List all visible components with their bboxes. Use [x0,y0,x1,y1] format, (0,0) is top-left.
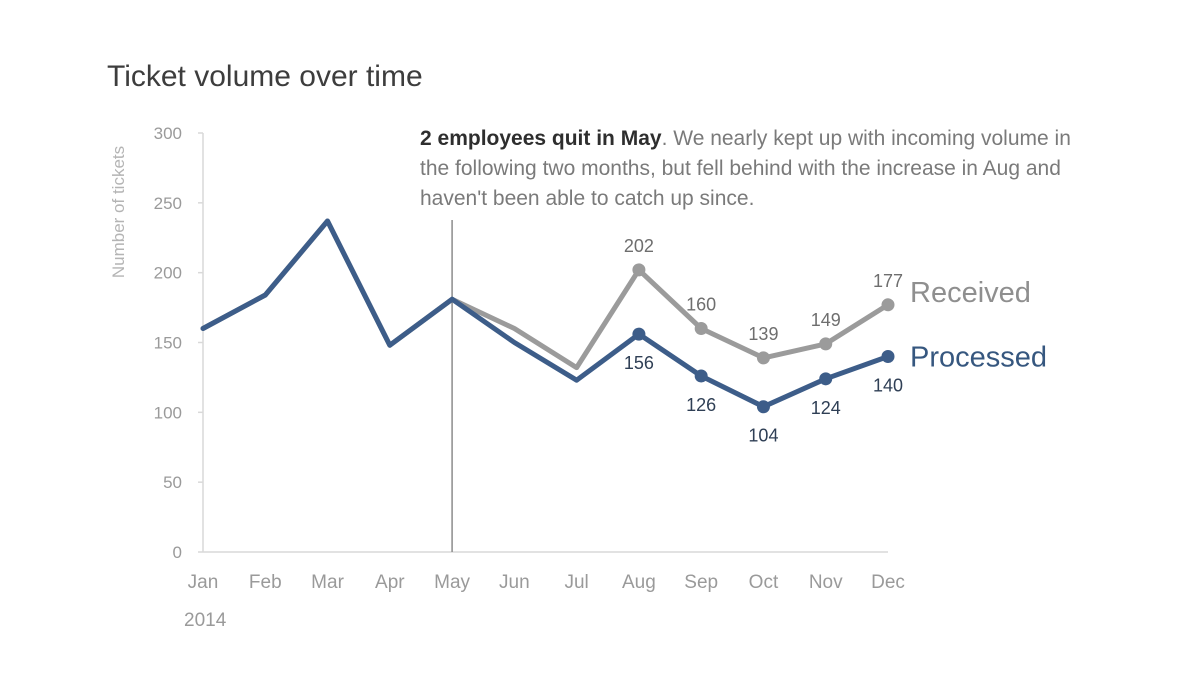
data-point-processed [756,400,770,414]
chart-title: Ticket volume over time [107,60,423,93]
data-point-received [694,322,708,336]
legend-label-processed: Processed [910,341,1047,373]
series-line-received [200,218,891,371]
y-tick-label: 50 [163,473,182,492]
legend-label-received: Received [910,277,1031,309]
data-label-received: 202 [624,236,654,256]
x-tick-label: Dec [871,572,905,593]
x-tick-label: Aug [622,572,656,593]
data-label-processed: 104 [748,426,778,446]
x-tick-label: May [434,572,470,593]
data-point-received [819,337,833,351]
data-point-processed [881,349,895,363]
data-label-processed: 126 [686,395,716,415]
x-tick-label: Jun [499,572,530,593]
data-point-processed [632,327,646,341]
x-tick-label: Sep [684,572,718,593]
y-tick-label: 250 [154,194,182,213]
x-tick-label: Apr [375,572,405,593]
y-tick-label: 0 [173,543,182,562]
y-axis-label: Number of tickets [109,146,128,278]
x-tick-label: Oct [749,572,779,593]
data-point-processed [819,372,833,386]
data-label-processed: 156 [624,353,654,373]
y-tick-label: 150 [154,334,182,353]
axes: 0 50 100 150 200 250 300 Number of tickets Jan Fe… [109,124,905,631]
annotation-body: . We nearly kept up with incoming volume… [420,127,1071,210]
data-label-received: 139 [748,324,778,344]
data-label-received: 160 [686,295,716,315]
x-tick-label: Jul [564,572,588,593]
y-tick-label: 300 [154,124,182,143]
series-line-processed [200,218,891,410]
data-point-received [881,298,895,312]
data-label-processed: 124 [811,398,841,418]
y-tick-label: 200 [154,264,182,283]
x-tick-label: Jan [188,572,219,593]
x-tick-label: Feb [249,572,282,593]
data-point-received [632,263,646,277]
annotation-bold: 2 employees quit in May [420,127,662,150]
data-label-received: 149 [811,310,841,330]
annotation-text: 2 employees quit in May. We nearly kept … [420,124,1100,214]
data-point-received [756,351,770,365]
data-label-processed: 140 [873,375,903,395]
data-point-processed [694,369,708,383]
y-tick-label: 100 [154,403,182,422]
data-labels: 202 160 139 149 177 Received 156 126 104 124 140 Pr… [624,236,1047,446]
x-tick-label: Nov [809,572,843,593]
data-label-received: 177 [873,271,903,291]
series-layer [200,218,895,414]
x-year-label: 2014 [184,610,227,631]
x-tick-label: Mar [311,572,344,593]
